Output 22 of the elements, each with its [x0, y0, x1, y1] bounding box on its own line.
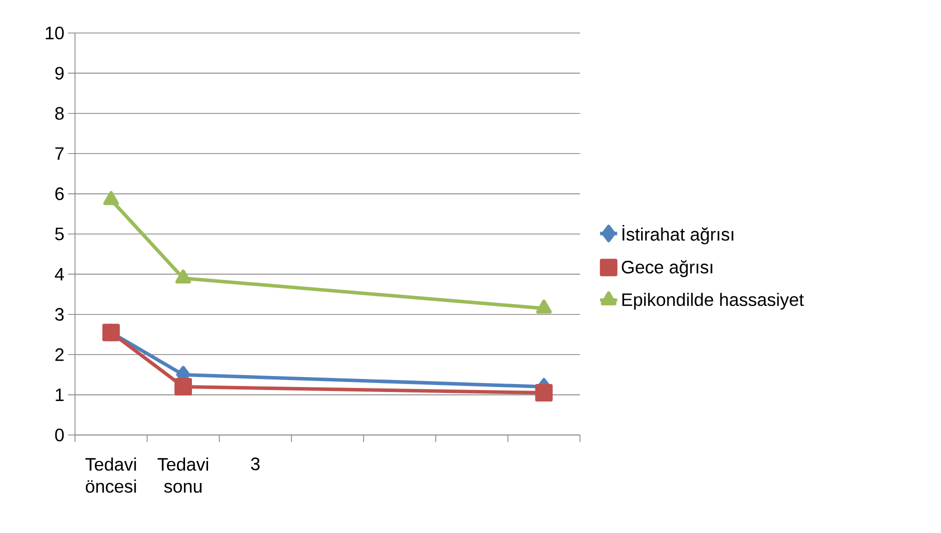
y-tick-label: 7 [55, 147, 64, 160]
legend-label: Gece ağrısı [622, 260, 712, 278]
point [175, 269, 192, 284]
y-tick-label: 6 [55, 187, 64, 200]
y-tick-label: 8 [55, 107, 64, 120]
point [103, 191, 119, 206]
y-tick-label: 10 [46, 26, 64, 40]
y-tick-label: 4 [54, 268, 64, 280]
y-tick-label: 1 [56, 388, 64, 401]
legend-label: Epikondilde hassasiyet [622, 292, 804, 310]
x-tick-label: Tedavi sonu [158, 458, 208, 493]
point [535, 384, 553, 402]
y-tick-label: 0 [55, 428, 64, 442]
y-tick-label: 9 [55, 66, 64, 80]
legend-label: İstirahat ağrısı [622, 224, 734, 244]
point [174, 378, 192, 396]
y-tick-label: 2 [55, 348, 64, 361]
y-tick-label: 3 [55, 308, 64, 321]
y-tick-label: 5 [55, 228, 64, 240]
x-tick-label: 3 [251, 458, 260, 470]
point [536, 300, 552, 314]
x-tick-label: Tedavi öncesi [85, 458, 136, 493]
